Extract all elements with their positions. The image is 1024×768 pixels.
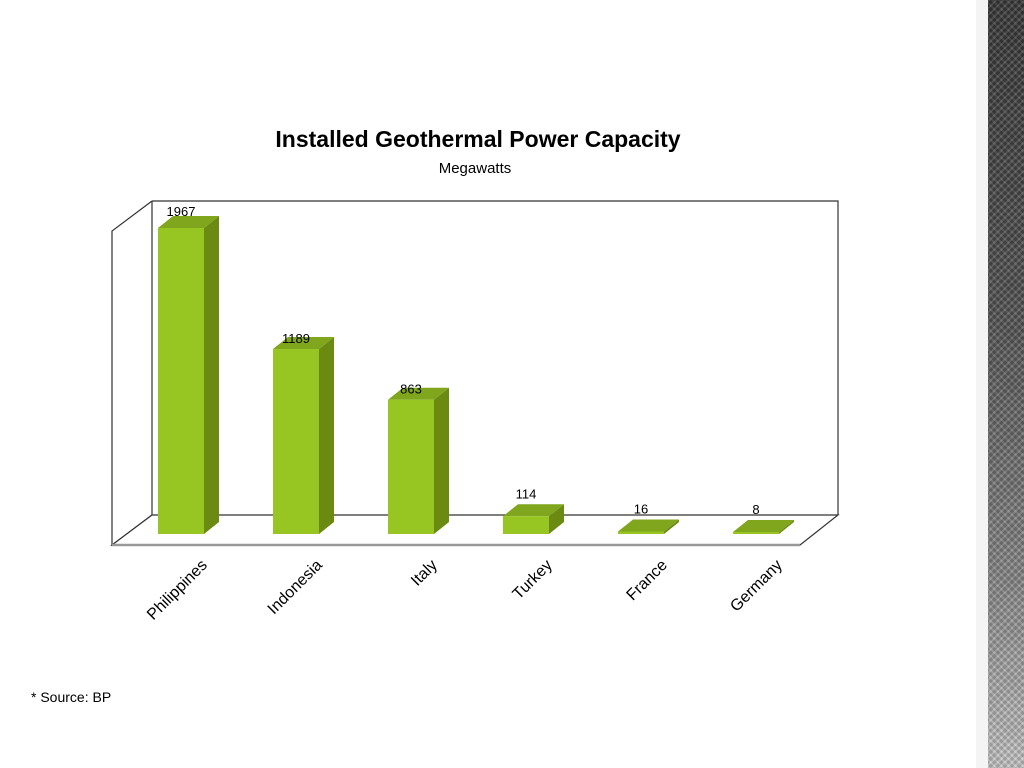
bar-group xyxy=(158,216,794,534)
bar-philippines xyxy=(158,216,219,534)
bar-top-face xyxy=(733,520,794,532)
category-label-group: Philippines Indonesia Italy Turkey France Ger… xyxy=(144,557,786,624)
data-label: 1189 xyxy=(282,331,310,346)
bar-top-face xyxy=(503,504,564,517)
frame-floor xyxy=(110,514,840,546)
bar-front-face xyxy=(618,531,664,534)
source-note: * Source: BP xyxy=(31,689,112,705)
category-label: Philippines xyxy=(144,557,211,624)
decorative-side-strip xyxy=(976,0,1024,768)
category-label: Indonesia xyxy=(265,557,326,618)
category-label: Italy xyxy=(408,557,441,590)
category-label: France xyxy=(624,557,671,604)
frame-back-wall xyxy=(152,200,839,515)
bar-italy xyxy=(388,387,449,534)
data-label: 114 xyxy=(516,486,537,501)
bar-side-face xyxy=(549,504,564,534)
bar-front-face xyxy=(158,228,204,534)
category-label: Turkey xyxy=(510,557,556,603)
bar-top-face xyxy=(273,337,334,350)
bar-side-face xyxy=(204,216,219,534)
chart-title: Installed Geothermal Power Capacity xyxy=(275,126,680,152)
bar-side-face xyxy=(434,387,449,534)
bar-side-face xyxy=(319,337,334,534)
bar-side-face xyxy=(664,519,679,534)
data-label: 8 xyxy=(752,502,759,517)
bar-front-face xyxy=(503,516,549,534)
data-label: 1967 xyxy=(167,204,196,219)
chart-subtitle: Megawatts xyxy=(439,160,512,177)
bar-front-face xyxy=(733,532,779,534)
bar-indonesia xyxy=(273,337,334,534)
bar-germany xyxy=(733,520,794,534)
geothermal-capacity-chart: Installed Geothermal Power Capacity Mega… xyxy=(110,126,840,624)
bar-top-face xyxy=(158,216,219,228)
bar-france xyxy=(618,519,679,534)
bar-top-face xyxy=(388,387,449,400)
bar-front-face xyxy=(273,349,319,534)
bar-side-face xyxy=(779,520,794,534)
data-label-group: 1967 1189 863 114 16 8 xyxy=(167,204,760,517)
category-label: Germany xyxy=(727,557,786,616)
frame-left-wall xyxy=(111,200,153,547)
bar-top-face xyxy=(618,519,679,532)
plot-frame xyxy=(110,200,840,547)
bar-turkey xyxy=(503,504,564,534)
bar-front-face xyxy=(388,399,434,534)
data-label: 863 xyxy=(400,382,422,397)
data-label: 16 xyxy=(634,502,648,517)
